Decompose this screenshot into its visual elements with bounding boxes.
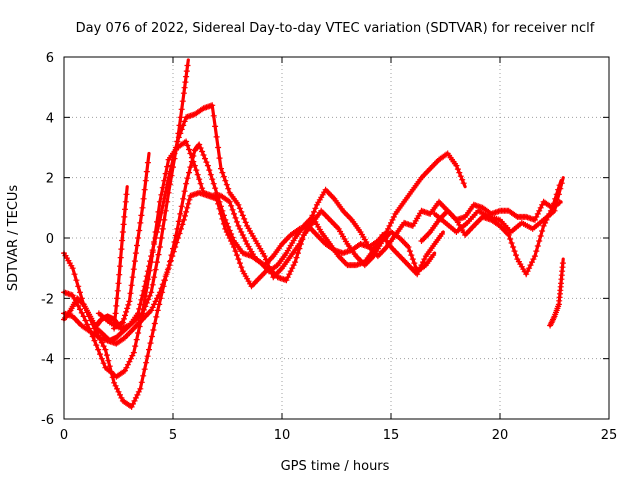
y-tick-label: 6 xyxy=(46,51,54,66)
x-tick-label: 20 xyxy=(492,428,509,443)
data-series xyxy=(61,58,566,410)
series-arc-7 xyxy=(111,185,130,332)
series-line xyxy=(419,179,563,276)
y-tick-label: -6 xyxy=(41,413,54,428)
x-tick-label: 15 xyxy=(383,428,400,443)
y-axis-label: SDTVAR / TECUs xyxy=(6,185,21,292)
y-tick-label: 2 xyxy=(46,172,54,187)
x-tick-label: 0 xyxy=(60,428,68,443)
series-markers xyxy=(111,191,130,332)
series-arc-8 xyxy=(418,179,563,278)
chart-title: Day 076 of 2022, Sidereal Day-to-day VTE… xyxy=(76,21,595,36)
y-tick-label: 4 xyxy=(46,111,54,126)
series-arc-9 xyxy=(431,176,565,235)
series-arc-5 xyxy=(95,102,563,332)
y-tick-label: -4 xyxy=(41,353,54,368)
series-markers xyxy=(431,180,565,235)
x-tick-label: 10 xyxy=(274,428,291,443)
y-tick-label: 0 xyxy=(46,232,54,247)
series-line xyxy=(548,257,565,328)
x-tick-label: 5 xyxy=(169,428,177,443)
axis-ticks: 0 5 10 15 20 25 -6 -4 -2 0 2 4 6 xyxy=(41,51,617,443)
series-arc-10 xyxy=(547,257,566,329)
x-tick-label: 25 xyxy=(601,428,618,443)
series-markers xyxy=(418,182,563,278)
x-axis-label: GPS time / hours xyxy=(281,459,390,474)
y-tick-label: -2 xyxy=(41,292,54,307)
series-markers xyxy=(547,260,566,329)
